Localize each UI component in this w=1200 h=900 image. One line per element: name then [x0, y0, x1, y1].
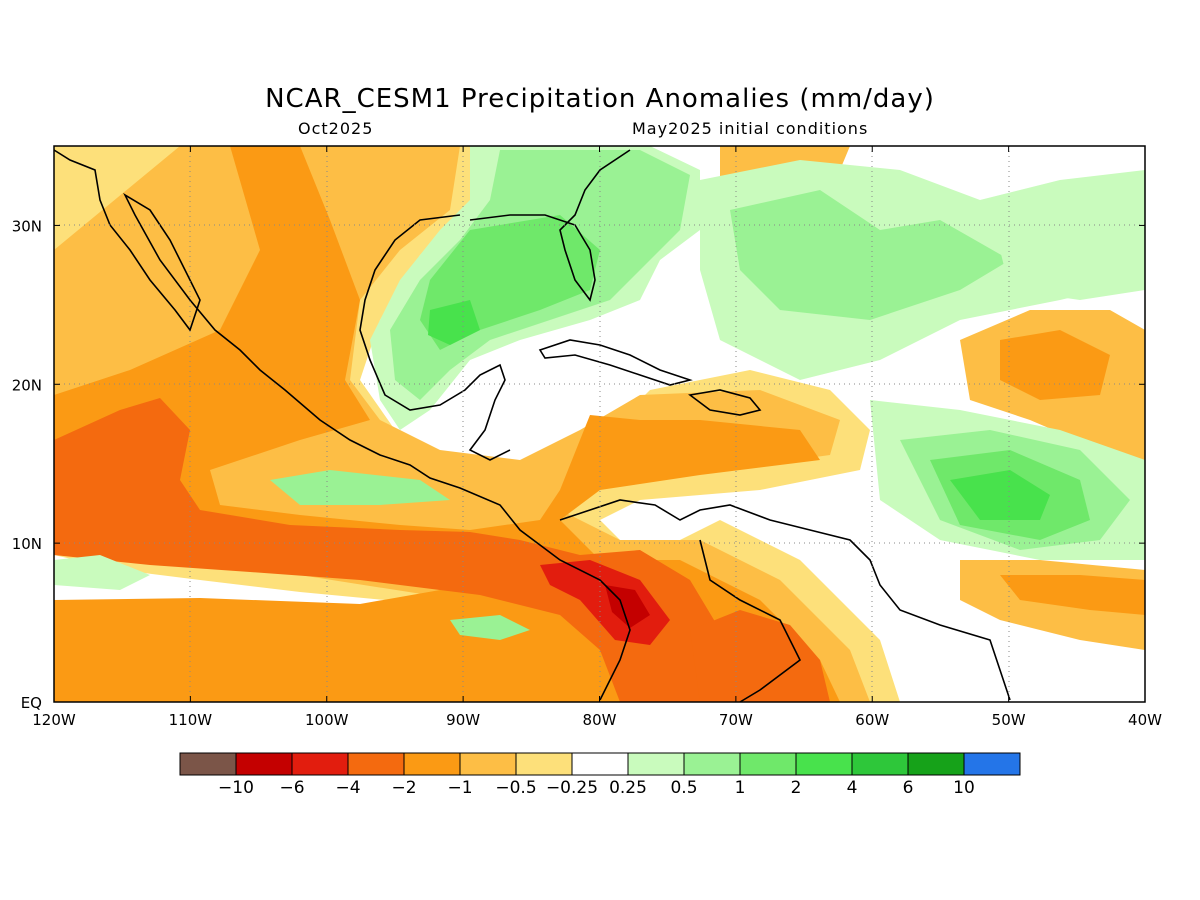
wet-region-central-atlantic-2 — [730, 190, 1010, 320]
colorbar-label: −6 — [279, 778, 304, 798]
colorbar-swatch — [907, 752, 965, 776]
lon-tick-label: 50W — [992, 711, 1026, 729]
colorbar-swatch — [627, 752, 685, 776]
wet-region-pacific-3 — [450, 615, 530, 640]
coastline-caribbean — [559, 499, 1011, 701]
lat-tick-label: 20N — [12, 376, 42, 394]
wet-region-sw-atlantic — [1000, 240, 1145, 300]
colorbar-swatch — [179, 752, 237, 776]
grid-lines — [54, 146, 1145, 702]
lon-tick-label: 100W — [305, 711, 349, 729]
dry-region-atlantic-core — [1000, 330, 1110, 400]
colorbar-swatch — [235, 752, 293, 776]
coastline-florida — [469, 149, 631, 302]
colorbar-label: −10 — [218, 778, 254, 798]
initial-conditions: May2025 initial conditions — [632, 119, 869, 138]
chart-title: NCAR_CESM1 Precipitation Anomalies (mm/d… — [265, 84, 935, 114]
colorbar-label: 0.25 — [609, 778, 647, 798]
colorbar-swatch — [851, 752, 909, 776]
colorbar-label: 6 — [903, 778, 914, 798]
colorbar-swatch — [291, 752, 349, 776]
colorbar-swatch — [571, 752, 629, 776]
lon-tick-label: 90W — [446, 711, 480, 729]
colorbar-label: −4 — [335, 778, 360, 798]
colorbar-swatch — [739, 752, 797, 776]
colorbar-swatch — [459, 752, 517, 776]
colorbar-label: −0.25 — [546, 778, 598, 798]
lon-tick-label: 120W — [32, 711, 76, 729]
dry-region-panama-peak — [540, 560, 670, 645]
colorbar-swatch — [515, 752, 573, 776]
wet-region-pacific — [270, 470, 450, 505]
coastline-gulf — [359, 214, 511, 461]
colorbar-swatch — [683, 752, 741, 776]
wet-region-gulf-max — [428, 300, 480, 345]
colorbar-label: −2 — [391, 778, 416, 798]
lon-tick-label: 60W — [855, 711, 889, 729]
lat-tick-label: EQ — [21, 694, 42, 712]
wet-region-east-atlantic-core — [950, 470, 1050, 520]
coastline-mexico-pacific — [53, 149, 631, 701]
colorbar-label: −1 — [447, 778, 472, 798]
wet-region-colombia — [690, 610, 830, 702]
colorbar-label: 4 — [847, 778, 858, 798]
lon-tick-label: 40W — [1128, 711, 1162, 729]
colorbar-swatch — [347, 752, 405, 776]
axis-ticks: 120W 110W 100W 90W 80W 70W 60W 50W 40W EQ 10N 20N 30… — [12, 146, 1162, 729]
lat-tick-label: 30N — [12, 217, 42, 235]
colorbar-swatch — [795, 752, 853, 776]
dry-region-pacific — [54, 398, 780, 702]
colorbar-label: −0.5 — [495, 778, 536, 798]
dry-region-tropical-atlantic-core — [1000, 575, 1145, 615]
coastline-hispaniola — [688, 389, 762, 416]
forecast-month: Oct2025 — [298, 119, 374, 138]
lon-tick-label: 80W — [583, 711, 617, 729]
lon-tick-label: 70W — [719, 711, 753, 729]
colorbar-swatch — [403, 752, 461, 776]
colorbar-swatch — [963, 752, 1021, 776]
wet-region-pacific-2 — [54, 555, 150, 590]
lon-tick-label: 110W — [169, 711, 213, 729]
coastline-cuba — [538, 339, 693, 386]
lat-tick-label: 10N — [12, 535, 42, 553]
colorbar-label: 2 — [791, 778, 802, 798]
anomaly-shading — [54, 146, 1145, 702]
colorbar-label: 1 — [735, 778, 746, 798]
colorbar-label: 0.5 — [670, 778, 697, 798]
colorbar-label: 10 — [953, 778, 975, 798]
coastline-south-america-border — [699, 539, 802, 703]
colorbar: −10 −6 −4 −2 −1 −0.5 −0.25 0.25 0.5 1 2 4 6 10 — [179, 752, 1021, 798]
coastlines — [53, 149, 1011, 703]
